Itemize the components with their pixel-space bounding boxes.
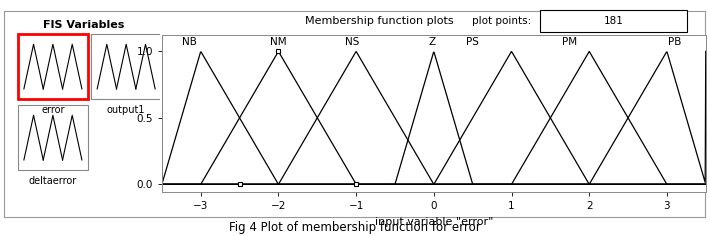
Text: error: error bbox=[41, 105, 65, 115]
FancyBboxPatch shape bbox=[91, 34, 161, 99]
Text: plot points:: plot points: bbox=[472, 16, 532, 26]
Text: Fig 4 Plot of membership function for error: Fig 4 Plot of membership function for er… bbox=[229, 221, 481, 234]
Text: 181: 181 bbox=[604, 16, 623, 26]
FancyBboxPatch shape bbox=[18, 34, 88, 99]
Text: NS: NS bbox=[345, 37, 359, 47]
Text: output1: output1 bbox=[107, 105, 146, 115]
Text: PS: PS bbox=[466, 37, 479, 47]
Text: deltaerror: deltaerror bbox=[29, 176, 77, 186]
FancyBboxPatch shape bbox=[540, 10, 687, 32]
Text: Membership function plots: Membership function plots bbox=[305, 16, 454, 26]
Text: PB: PB bbox=[668, 37, 682, 47]
FancyBboxPatch shape bbox=[18, 105, 88, 170]
Text: PM: PM bbox=[562, 37, 577, 47]
X-axis label: input variable "error": input variable "error" bbox=[375, 217, 493, 227]
Text: Z: Z bbox=[429, 37, 436, 47]
Text: NM: NM bbox=[270, 37, 287, 47]
Text: NB: NB bbox=[182, 37, 197, 47]
Text: FIS Variables: FIS Variables bbox=[43, 20, 124, 30]
